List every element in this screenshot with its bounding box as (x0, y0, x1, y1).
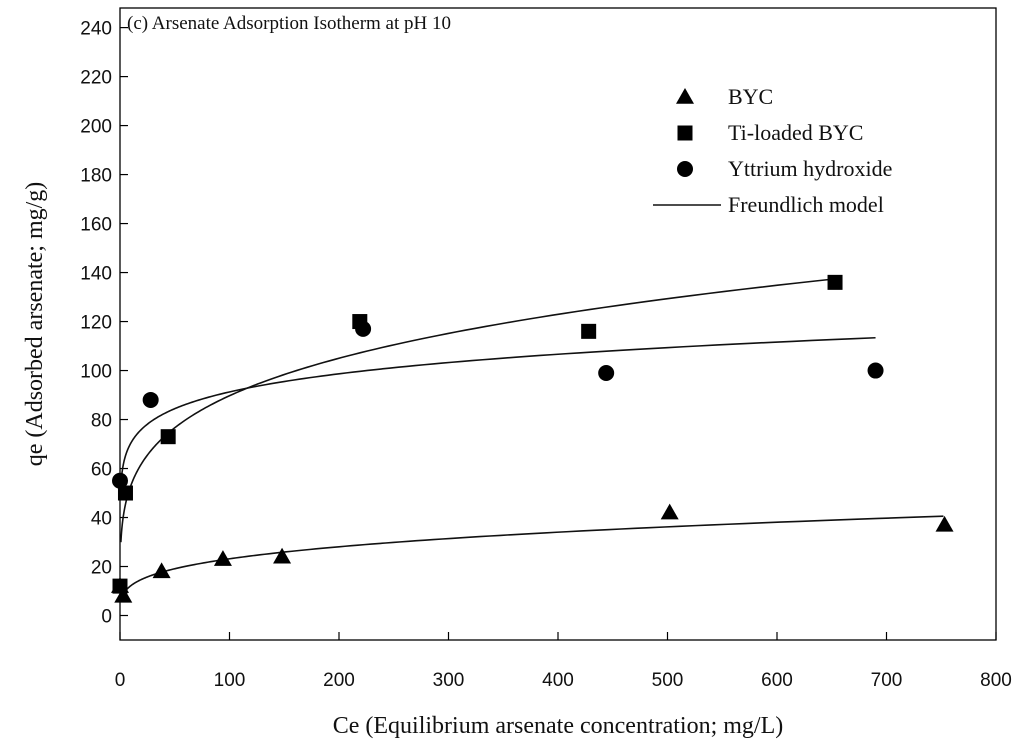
legend-swatch-square (677, 125, 693, 141)
freundlich-curve-circle (119, 336, 876, 490)
y-tick-label: 120 (80, 313, 112, 334)
legend-label: Yttrium hydroxide (728, 156, 892, 181)
point-triangle (114, 586, 133, 603)
point-triangle (213, 550, 232, 566)
point-square (581, 323, 597, 339)
x-tick-label: 100 (214, 670, 246, 691)
point-triangle (273, 547, 292, 564)
y-tick-label: 200 (80, 117, 112, 138)
y-tick-label: 40 (91, 509, 112, 530)
legend-swatch-circle (677, 161, 693, 177)
y-tick-label: 220 (80, 68, 112, 89)
point-square (117, 485, 133, 501)
y-tick-label: 0 (101, 607, 112, 628)
x-tick-label: 600 (761, 670, 793, 691)
legend-label: Ti-loaded BYC (728, 120, 863, 145)
y-axis-label: qe (Adsorbed arsenate; mg/g) (22, 182, 48, 467)
point-circle (112, 472, 128, 489)
point-circle (355, 320, 372, 337)
y-tick-label: 20 (91, 558, 112, 579)
x-tick-label: 300 (433, 670, 465, 691)
point-square (112, 578, 128, 594)
x-tick-label: 700 (871, 670, 903, 691)
data-points (111, 274, 954, 603)
point-circle (598, 364, 615, 381)
y-tick-label: 180 (80, 166, 112, 187)
freundlich-curve-square (120, 278, 836, 543)
x-tick-label: 0 (115, 670, 126, 691)
y-axis-ticks: 0 20 40 60 80 100 120 140 160 180 200 220 240 (80, 19, 128, 628)
point-triangle (935, 515, 954, 532)
y-tick-label: 100 (80, 362, 112, 383)
y-tick-label: 160 (80, 215, 112, 236)
legend-swatch-triangle (676, 88, 694, 104)
point-square (827, 274, 843, 290)
x-tick-label: 400 (542, 670, 574, 691)
y-tick-label: 240 (80, 19, 112, 40)
y-tick-label: 60 (91, 460, 112, 481)
point-circle (142, 391, 159, 408)
x-tick-label: 800 (980, 670, 1012, 691)
point-circle (867, 362, 884, 379)
legend-label: Freundlich model (728, 192, 884, 217)
legend-label: BYC (728, 84, 773, 109)
y-tick-label: 140 (80, 264, 112, 285)
legend: BYC Ti-loaded BYC Yttrium hydroxide Freundl… (653, 84, 892, 217)
point-triangle (152, 562, 171, 579)
x-tick-label: 200 (323, 670, 355, 691)
point-triangle (660, 503, 679, 520)
x-axis-ticks: 0 100 200 300 400 500 600 700 800 (115, 632, 1012, 691)
x-tick-label: 500 (652, 670, 684, 691)
chart-title: (c) Arsenate Adsorption Isotherm at pH 1… (127, 13, 451, 34)
point-square (160, 429, 176, 445)
y-tick-label: 80 (91, 411, 112, 432)
x-axis-label: Ce (Equilibrium arsenate concentration; … (333, 713, 784, 739)
